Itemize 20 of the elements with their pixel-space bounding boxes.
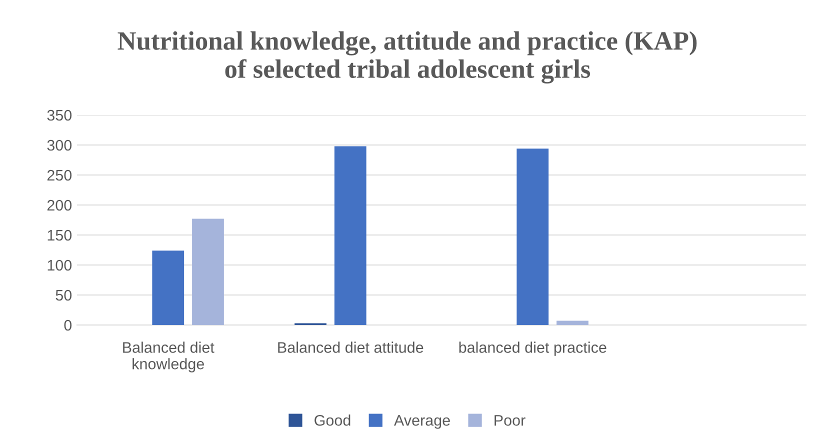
bar bbox=[152, 250, 184, 325]
x-tick-label: Balanced diet attitude bbox=[278, 342, 424, 353]
legend-label: Average bbox=[394, 415, 450, 429]
y-tick-label: 50 bbox=[56, 290, 72, 301]
y-tick-label: 200 bbox=[47, 200, 72, 211]
x-tick-label: Balanced diet knowledge bbox=[123, 342, 214, 372]
bar bbox=[556, 320, 588, 325]
y-tick-label: 300 bbox=[47, 140, 72, 151]
legend-label: Good bbox=[314, 414, 350, 426]
y-tick-label: 100 bbox=[48, 260, 72, 271]
y-tick-label: 250 bbox=[47, 170, 72, 181]
chart-title: Nutritional knowledge, attitude and practice (KAP) of selected tribal adolescent girls bbox=[118, 31, 697, 84]
legend-label: Poor bbox=[494, 415, 526, 426]
y-tick-label: 350 bbox=[47, 110, 72, 121]
bar bbox=[192, 218, 224, 325]
x-tick-label: balanced diet practice bbox=[459, 342, 606, 356]
bar bbox=[334, 146, 366, 325]
bar bbox=[516, 148, 549, 325]
y-tick-label: 0 bbox=[64, 320, 72, 331]
y-tick-label: 150 bbox=[48, 230, 72, 241]
